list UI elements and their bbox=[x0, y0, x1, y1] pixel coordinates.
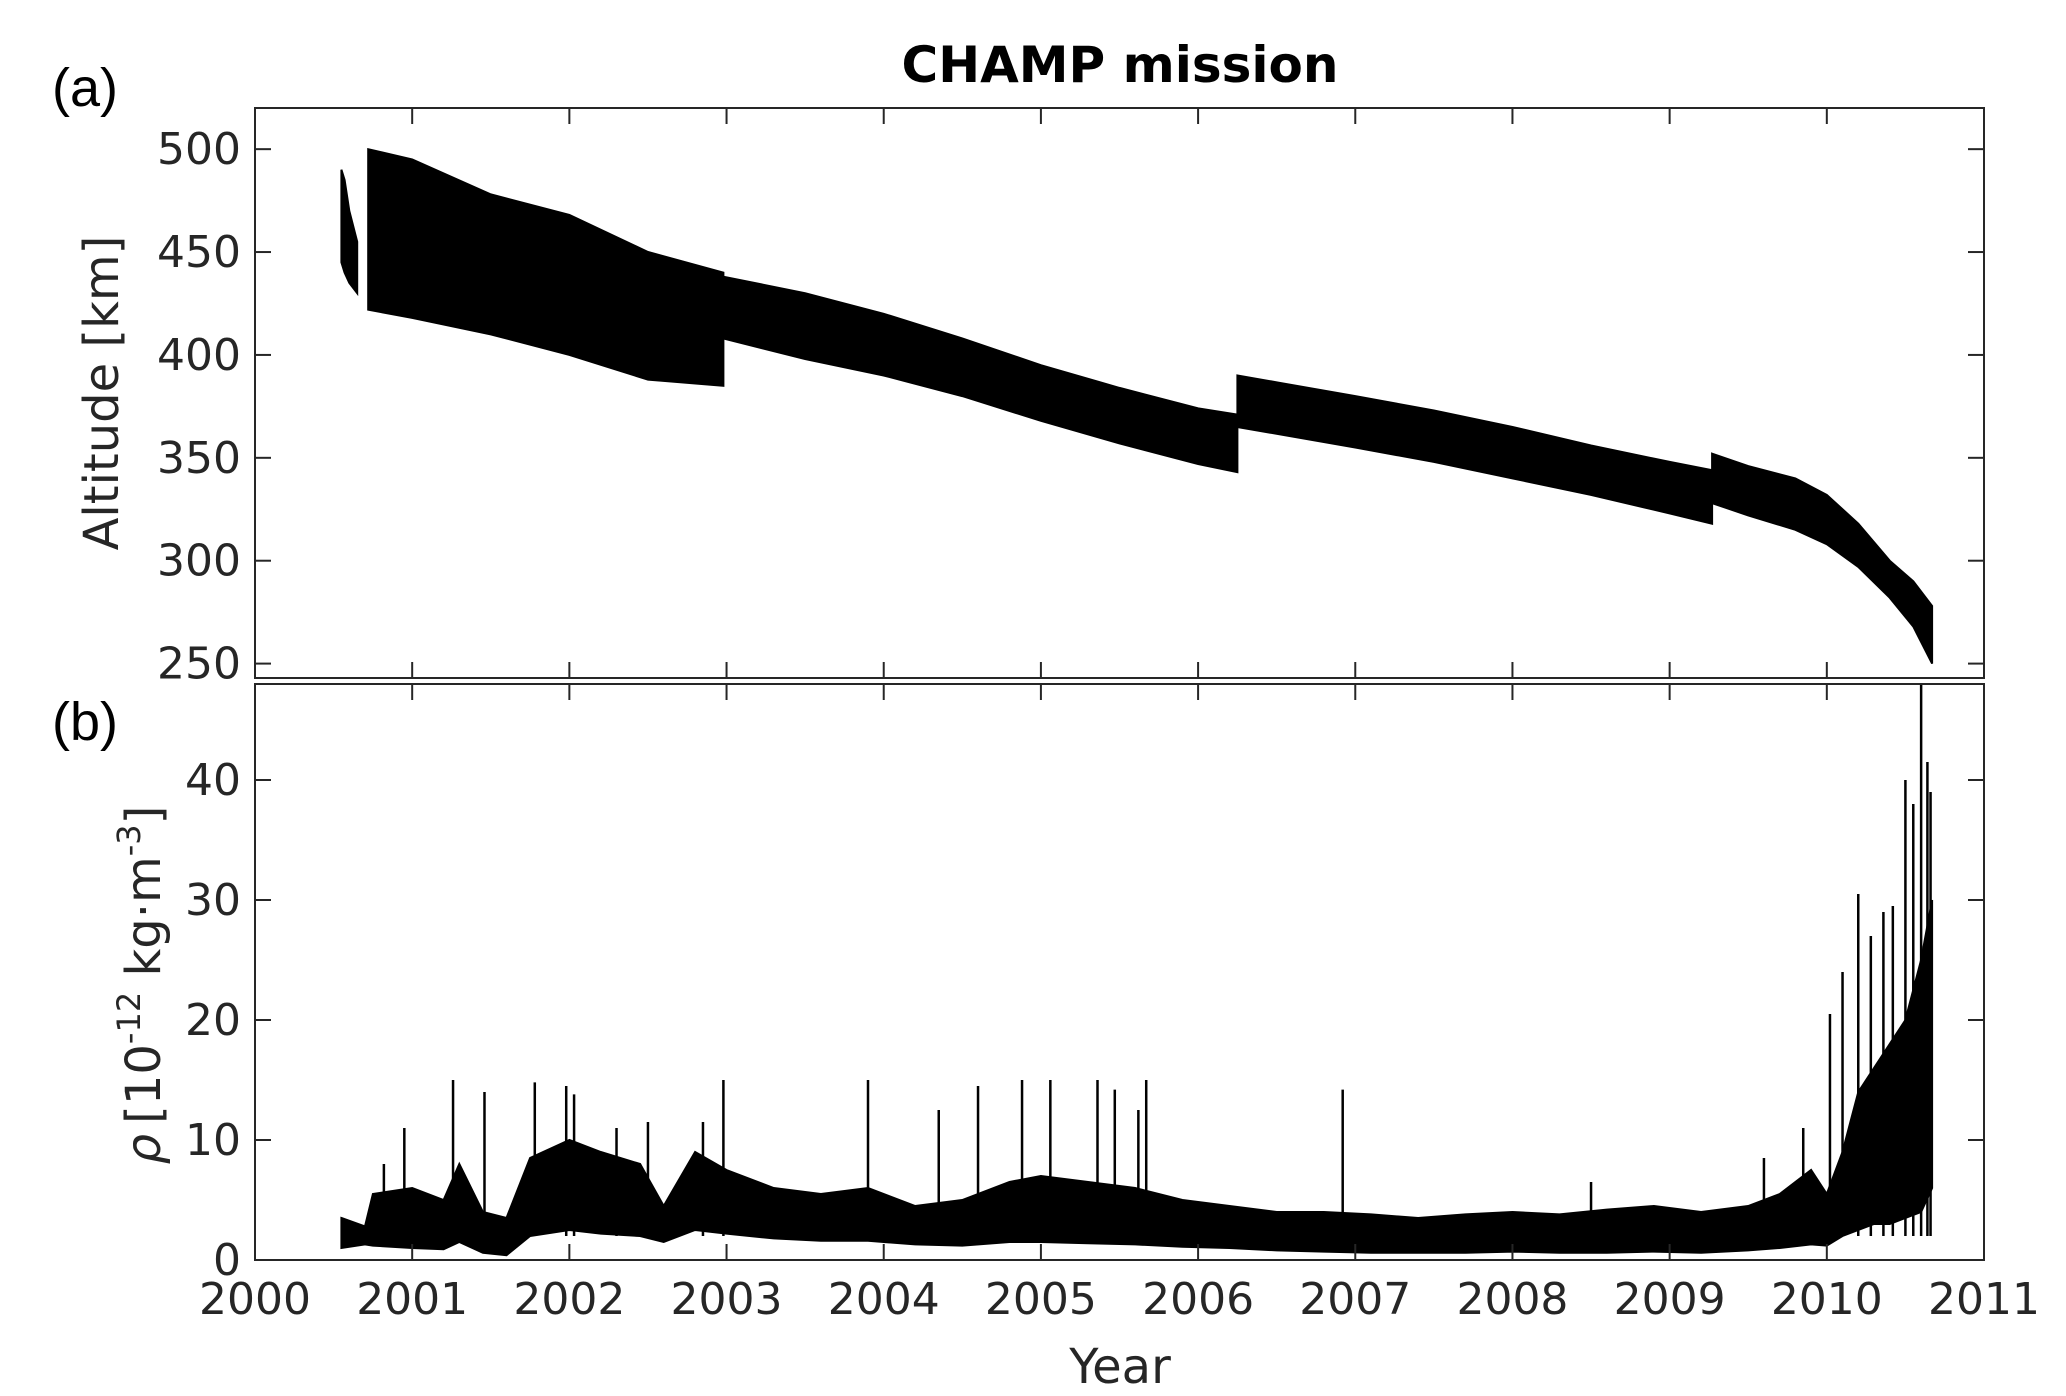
density-data bbox=[340, 684, 1934, 1257]
density-ytick-label-2: 20 bbox=[185, 995, 241, 1046]
altitude-ytick-label-2: 400 bbox=[157, 330, 241, 381]
x-tick-label-11: 2011 bbox=[1928, 1274, 2040, 1325]
density-ylabel-end: ] bbox=[116, 806, 172, 825]
altitude-axes-box bbox=[254, 107, 1985, 679]
x-axis-label: Year bbox=[1068, 1339, 1171, 1395]
altitude-ytick-label-0: 500 bbox=[157, 124, 241, 175]
density-ticks: 0 10 20 30 40 2000 2001 2002 2003 2004 2005 2006 200… bbox=[185, 684, 2040, 1325]
altitude-ytick-label-5: 250 bbox=[157, 639, 241, 690]
x-tick-label-7: 2007 bbox=[1299, 1274, 1411, 1325]
x-tick-label-6: 2006 bbox=[1142, 1274, 1254, 1325]
x-tick-label-1: 2001 bbox=[356, 1274, 468, 1325]
density-ylabel: ρ [10-12 kg·m-3] bbox=[110, 806, 172, 1165]
x-tick-label-2: 2002 bbox=[513, 1274, 625, 1325]
density-ytick-label-4: 40 bbox=[185, 755, 241, 806]
altitude-ytick-label-1: 450 bbox=[157, 227, 241, 278]
density-envelope bbox=[340, 899, 1934, 1257]
density-ylabel-unit: kg·m bbox=[116, 856, 172, 992]
panel-label-a: (a) bbox=[52, 58, 118, 118]
density-ylabel-exp2: -3 bbox=[110, 824, 148, 856]
altitude-data bbox=[340, 147, 1934, 665]
altitude-ytick-label-3: 350 bbox=[157, 433, 241, 484]
altitude-ytick-label-4: 300 bbox=[157, 536, 241, 587]
density-ytick-label-0: 0 bbox=[213, 1235, 241, 1286]
x-tick-label-9: 2009 bbox=[1614, 1274, 1726, 1325]
density-axes-box bbox=[254, 683, 1985, 1261]
altitude-ticks: 500 450 400 350 300 250 bbox=[157, 108, 1985, 690]
density-ylabel-base: [10 bbox=[116, 1044, 172, 1124]
altitude-band-1 bbox=[367, 147, 725, 387]
altitude-band-2 bbox=[722, 275, 1239, 474]
density-ylabel-symbol: ρ bbox=[116, 1134, 172, 1164]
altitude-ylabel: Altitude [km] bbox=[74, 236, 130, 551]
chart-title: CHAMP mission bbox=[902, 36, 1339, 94]
altitude-band-3 bbox=[1236, 374, 1714, 525]
x-tick-label-10: 2010 bbox=[1771, 1274, 1883, 1325]
density-panel: (b) 0 10 20 30 40 2000 2001 2002 2003 2004 2005 200… bbox=[52, 683, 2040, 1395]
altitude-band-4 bbox=[1711, 452, 1934, 665]
x-tick-label-4: 2004 bbox=[828, 1274, 940, 1325]
altitude-panel: (a) CHAMP mission 500 450 400 350 300 250 Alt… bbox=[52, 36, 1985, 690]
x-tick-label-0: 2000 bbox=[199, 1274, 311, 1325]
density-ytick-label-1: 10 bbox=[185, 1115, 241, 1166]
altitude-band-0 bbox=[340, 169, 359, 297]
x-tick-label-8: 2008 bbox=[1456, 1274, 1568, 1325]
density-ytick-label-3: 30 bbox=[185, 875, 241, 926]
panel-label-b: (b) bbox=[52, 692, 118, 752]
density-ylabel-exp1: -12 bbox=[110, 992, 148, 1044]
x-tick-label-3: 2003 bbox=[671, 1274, 783, 1325]
x-tick-label-5: 2005 bbox=[985, 1274, 1097, 1325]
